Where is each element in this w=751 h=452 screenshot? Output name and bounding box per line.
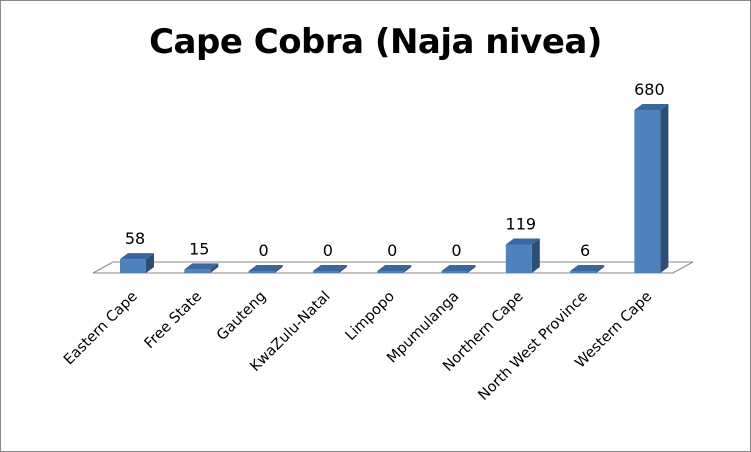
bar-front: [312, 271, 339, 273]
bar-top: [120, 253, 154, 260]
bar-top: [377, 265, 412, 271]
data-label: 15: [189, 239, 209, 258]
bar: [184, 263, 219, 273]
bar-front: [120, 259, 146, 273]
bar-front: [184, 269, 211, 273]
category-label: Limpopo: [343, 288, 399, 344]
data-label: 58: [125, 229, 145, 248]
bar: [312, 265, 347, 273]
data-label: 119: [506, 214, 537, 233]
bar-side: [338, 265, 347, 273]
chart-title: Cape Cobra (Naja nivea): [149, 22, 602, 62]
bar: [441, 265, 476, 273]
bar: [505, 238, 540, 273]
data-label: 0: [387, 241, 397, 260]
data-label: 0: [451, 241, 461, 260]
bar-top: [441, 265, 476, 271]
data-label: 680: [634, 80, 665, 99]
bar-front: [505, 244, 532, 273]
bar: [377, 265, 412, 273]
data-label: 6: [580, 241, 590, 260]
bar-front: [377, 271, 404, 273]
bar-side: [146, 253, 154, 273]
bar-side: [596, 265, 605, 273]
bar-top: [634, 104, 669, 110]
bar-side: [210, 263, 219, 273]
category-label: Free State: [142, 288, 206, 352]
category-label: Eastern Cape: [61, 288, 141, 368]
bar-front: [570, 271, 597, 273]
bar-side: [274, 265, 283, 273]
bar-top: [570, 265, 605, 271]
data-label: 0: [259, 241, 269, 260]
category-label: Gauteng: [214, 289, 269, 344]
bar-front: [634, 110, 661, 273]
bar: [570, 265, 605, 273]
bar: [248, 265, 283, 273]
bar-top: [505, 238, 540, 245]
bar: [634, 104, 669, 273]
bar-top: [184, 263, 219, 270]
bar-front: [248, 271, 275, 273]
bar-side: [660, 104, 669, 273]
bar: [120, 253, 154, 273]
bar-side: [467, 265, 476, 273]
bar-top: [312, 265, 347, 271]
data-label: 0: [323, 241, 333, 260]
bar-side: [531, 238, 540, 273]
bar-front: [441, 271, 468, 273]
bar-top: [248, 265, 283, 271]
bar-side: [403, 265, 412, 273]
category-label: North West Province: [476, 288, 591, 403]
